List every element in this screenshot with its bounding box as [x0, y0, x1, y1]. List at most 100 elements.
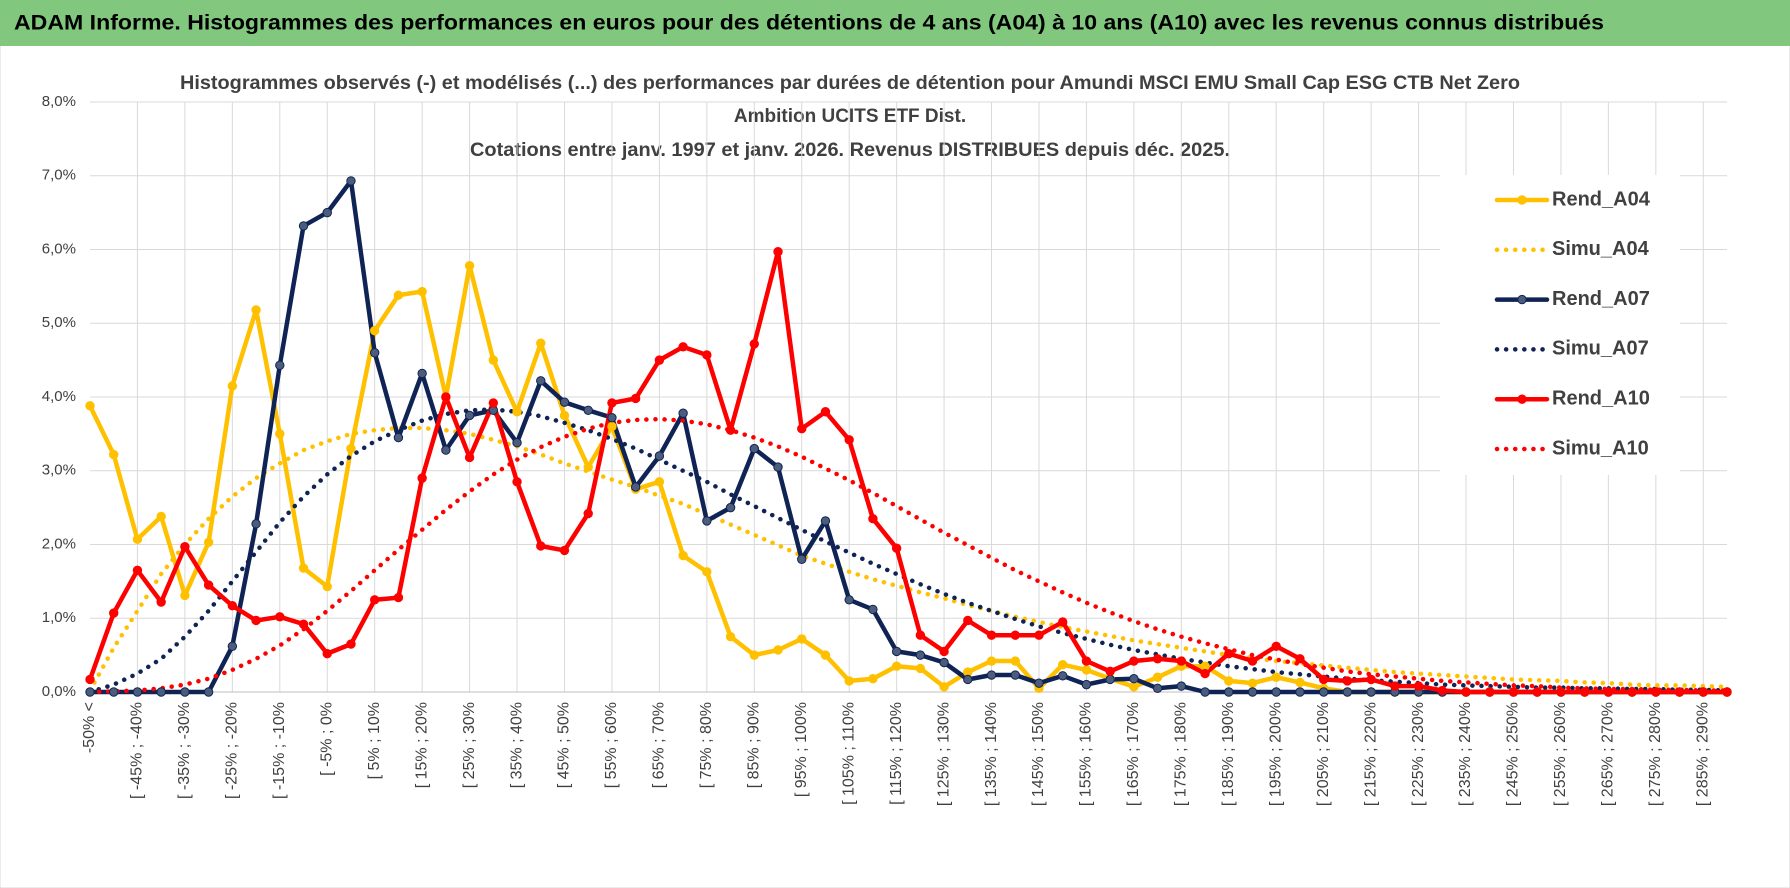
x-tick-label: [ 25% ; 30%	[461, 702, 478, 788]
data-point	[1295, 687, 1305, 697]
x-tick-label: [ 35% ; 40%	[508, 702, 525, 788]
data-point	[773, 645, 783, 655]
data-point	[322, 648, 332, 659]
x-tick-label: [ -15% ; -10%	[271, 702, 288, 799]
data-point	[369, 595, 380, 605]
data-point	[1010, 656, 1020, 666]
legend-box	[1440, 175, 1680, 475]
data-point	[1152, 672, 1163, 682]
y-tick-label: 3,0%	[42, 462, 76, 479]
data-point	[868, 513, 878, 524]
data-point	[1318, 687, 1329, 697]
x-tick-label: [ 115% ; 120%	[888, 702, 905, 805]
data-point	[1129, 682, 1139, 692]
data-point	[298, 563, 309, 573]
data-point	[1058, 617, 1068, 627]
data-point	[607, 421, 617, 432]
data-point	[702, 567, 712, 577]
data-point	[227, 601, 238, 611]
data-point	[607, 412, 617, 423]
x-tick-label: [ -45% ; -40%	[129, 702, 146, 799]
data-point	[464, 452, 475, 463]
data-point	[417, 368, 427, 379]
data-point	[939, 682, 949, 692]
data-point	[1081, 656, 1092, 666]
legend-label: Rend_A04	[1552, 188, 1651, 210]
data-point	[725, 502, 736, 513]
data-point	[1247, 678, 1258, 688]
data-point	[298, 619, 309, 629]
x-tick-label: [ 225% ; 230%	[1410, 702, 1427, 806]
data-point	[1651, 687, 1661, 697]
data-point	[844, 676, 854, 686]
data-point	[369, 348, 380, 358]
data-point	[1342, 687, 1353, 697]
series-line	[87, 249, 1730, 695]
x-tick-label: [ 235% ; 240%	[1457, 702, 1474, 806]
data-point	[203, 580, 214, 590]
data-point	[559, 410, 570, 421]
data-point	[1627, 687, 1637, 697]
y-tick-label: 1,0%	[42, 609, 76, 626]
data-point	[488, 398, 499, 408]
x-tick-label: [ 215% ; 220%	[1362, 702, 1379, 806]
x-tick-label: [ 145% ; 150%	[1030, 702, 1047, 806]
data-point	[156, 687, 166, 697]
data-point	[915, 663, 926, 674]
data-point	[1271, 687, 1281, 697]
data-point	[1579, 687, 1590, 697]
data-point	[583, 508, 593, 519]
data-point	[725, 425, 736, 435]
data-point	[1010, 630, 1020, 640]
data-point	[227, 381, 238, 391]
data-point	[1081, 665, 1092, 675]
data-point	[156, 597, 166, 607]
x-tick-label: [ -5% ; 0%	[318, 702, 335, 776]
data-point	[109, 608, 119, 618]
chart-title: Ambition UCITS ETF Dist.	[734, 106, 966, 127]
data-point	[797, 554, 807, 564]
data-point	[1603, 687, 1614, 697]
legend-marker	[1517, 394, 1527, 404]
data-point	[773, 462, 783, 472]
data-point	[369, 325, 380, 336]
data-point	[251, 615, 261, 626]
data-point	[963, 615, 973, 626]
data-point	[1532, 687, 1542, 697]
series-line	[87, 407, 1730, 695]
data-point	[1176, 681, 1187, 691]
x-tick-label: [ 285% ; 290%	[1694, 702, 1711, 806]
x-tick-label: [ 105% ; 110%	[840, 702, 857, 805]
legend-marker	[1517, 294, 1527, 305]
data-point	[275, 360, 285, 370]
data-point	[322, 581, 332, 592]
y-tick-label: 6,0%	[42, 240, 76, 257]
data-point	[559, 397, 570, 407]
data-point	[1674, 687, 1685, 697]
data-point	[251, 305, 261, 315]
x-tick-label: [ 245% ; 250%	[1505, 702, 1522, 806]
x-tick-label: [ 155% ; 160%	[1078, 702, 1095, 806]
data-point	[346, 443, 356, 454]
data-point	[85, 401, 95, 411]
y-tick-label: 2,0%	[42, 535, 76, 552]
x-tick-label: [ 265% ; 270%	[1600, 702, 1617, 806]
data-point	[915, 630, 926, 640]
data-point	[1176, 656, 1187, 666]
data-point	[702, 516, 712, 526]
data-point	[725, 631, 736, 642]
header-title: ADAM Informe. Histogrammes des performan…	[14, 12, 1604, 35]
data-point	[986, 656, 997, 666]
data-point	[393, 290, 404, 300]
data-point	[1034, 630, 1044, 640]
x-tick-label: [ 175% ; 180%	[1173, 702, 1190, 806]
x-tick-label: [ 45% ; 50%	[556, 702, 573, 788]
data-point	[275, 612, 285, 622]
data-point	[963, 674, 973, 685]
data-point	[749, 443, 759, 454]
data-point	[1224, 676, 1234, 686]
data-point	[654, 355, 665, 365]
data-point	[109, 687, 119, 697]
data-point	[583, 462, 593, 472]
